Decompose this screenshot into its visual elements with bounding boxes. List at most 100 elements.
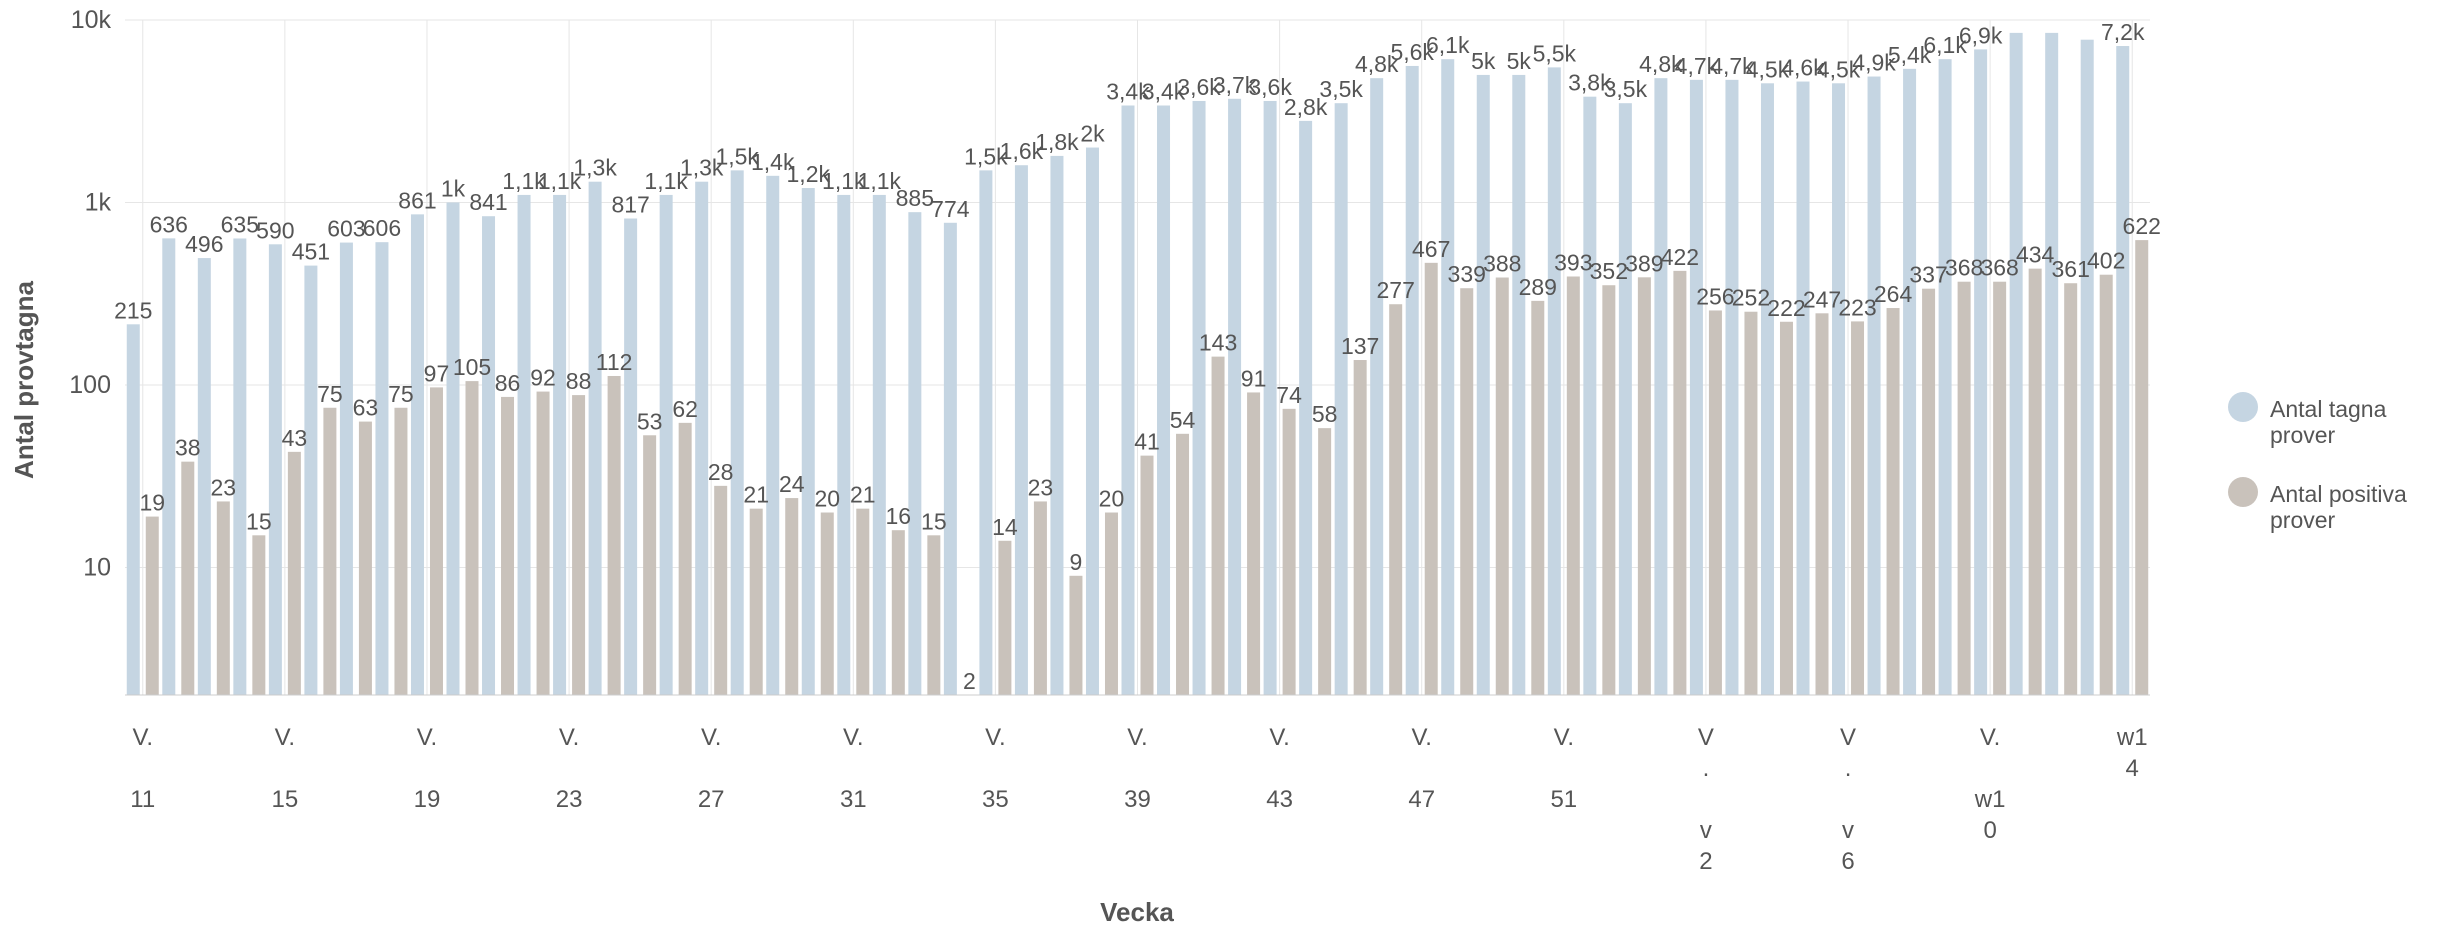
bar-positiva[interactable] [1389,304,1403,695]
bar-tagna[interactable] [410,214,424,696]
bar-positiva[interactable] [1318,428,1332,695]
bar-tagna[interactable] [1654,78,1668,695]
bar-positiva[interactable] [1637,277,1651,695]
bar-positiva[interactable] [2135,240,2149,695]
bar-positiva[interactable] [323,407,337,695]
bar-positiva[interactable] [856,508,870,695]
bar-positiva[interactable] [252,535,266,695]
bar-tagna[interactable] [908,212,922,695]
bar-tagna[interactable] [446,202,460,696]
bar-tagna[interactable] [1583,96,1597,696]
bar-positiva[interactable] [714,485,728,695]
legend-item-positiva[interactable]: Antal positiva prover [2228,477,2413,533]
bar-positiva[interactable] [145,516,159,695]
bar-tagna[interactable] [1334,103,1348,695]
bar-tagna[interactable] [1014,165,1028,696]
bar-tagna[interactable] [1050,155,1064,696]
bar-tagna[interactable] [339,242,353,695]
bar-tagna[interactable] [1085,147,1099,696]
bar-positiva[interactable] [216,501,230,695]
bar-positiva[interactable] [1069,575,1083,695]
bar-positiva[interactable] [572,395,586,695]
bar-positiva[interactable] [998,540,1012,695]
bar-tagna[interactable] [1157,105,1171,695]
bar-tagna[interactable] [1618,103,1632,695]
bar-tagna[interactable] [1441,59,1455,695]
bar-positiva[interactable] [394,407,408,695]
bar-tagna[interactable] [1476,74,1490,696]
bar-tagna[interactable] [1370,78,1384,695]
bar-tagna[interactable] [801,188,815,695]
bar-tagna[interactable] [126,324,140,695]
bar-positiva[interactable] [1957,281,1971,695]
bar-tagna[interactable] [2116,46,2130,696]
bar-tagna[interactable] [943,222,957,696]
bar-tagna[interactable] [1760,83,1774,695]
bar-tagna[interactable] [1121,105,1135,695]
bar-positiva[interactable] [1815,313,1829,695]
bar-tagna[interactable] [2080,39,2094,696]
bar-tagna[interactable] [766,175,780,695]
bar-tagna[interactable] [659,194,673,696]
bar-positiva[interactable] [1033,501,1047,695]
bar-tagna[interactable] [1938,59,1952,695]
bar-positiva[interactable] [2028,268,2042,695]
bar-tagna[interactable] [1228,98,1242,695]
bar-positiva[interactable] [678,422,692,695]
bar-tagna[interactable] [588,181,602,695]
bar-tagna[interactable] [2009,32,2023,695]
bar-positiva[interactable] [287,451,301,695]
bar-positiva[interactable] [1673,270,1687,695]
bar-positiva[interactable] [1247,392,1261,695]
bar-tagna[interactable] [695,181,709,695]
bar-tagna[interactable] [233,238,247,695]
bar-tagna[interactable] [268,244,282,696]
bar-tagna[interactable] [1903,68,1917,696]
bar-positiva[interactable] [607,375,621,695]
bar-positiva[interactable] [1495,277,1509,695]
bar-tagna[interactable] [162,238,176,696]
bar-positiva[interactable] [927,535,941,695]
bar-tagna[interactable] [1512,74,1526,696]
bar-positiva[interactable] [465,381,479,695]
bar-tagna[interactable] [730,170,744,695]
bar-positiva[interactable] [1779,321,1793,695]
bar-tagna[interactable] [1192,100,1206,696]
bar-tagna[interactable] [2045,32,2059,695]
legend-item-tagna[interactable]: Antal tagna prover [2228,392,2393,448]
bar-tagna[interactable] [624,218,638,696]
bar-tagna[interactable] [517,194,531,696]
bar-tagna[interactable] [837,194,851,696]
bar-tagna[interactable] [197,258,211,695]
bar-tagna[interactable] [1796,81,1810,696]
bar-positiva[interactable] [1531,300,1545,695]
bar-positiva[interactable] [1602,285,1616,695]
bar-tagna[interactable] [979,170,993,695]
bar-tagna[interactable] [553,194,567,696]
bar-positiva[interactable] [1460,288,1474,695]
bar-positiva[interactable] [501,396,515,695]
bar-positiva[interactable] [181,461,195,695]
bar-tagna[interactable] [1689,79,1703,695]
bar-tagna[interactable] [1974,49,1988,695]
bar-tagna[interactable] [1547,67,1561,695]
bar-positiva[interactable] [1424,262,1438,695]
bar-positiva[interactable] [1211,356,1225,695]
bar-positiva[interactable] [2099,274,2113,695]
bar-positiva[interactable] [891,530,905,695]
bar-tagna[interactable] [1405,65,1419,695]
bar-tagna[interactable] [1299,120,1313,695]
bar-positiva[interactable] [1851,321,1865,695]
bar-positiva[interactable] [1744,311,1758,695]
bar-positiva[interactable] [1140,455,1154,695]
bar-positiva[interactable] [2064,283,2078,695]
bar-tagna[interactable] [375,242,389,695]
bar-tagna[interactable] [1832,83,1846,695]
bar-positiva[interactable] [1993,281,2007,695]
bar-tagna[interactable] [1725,79,1739,695]
bar-positiva[interactable] [749,508,763,695]
bar-positiva[interactable] [1886,308,1900,695]
bar-tagna[interactable] [304,265,318,695]
bar-positiva[interactable] [1282,408,1296,695]
bar-positiva[interactable] [536,391,550,695]
